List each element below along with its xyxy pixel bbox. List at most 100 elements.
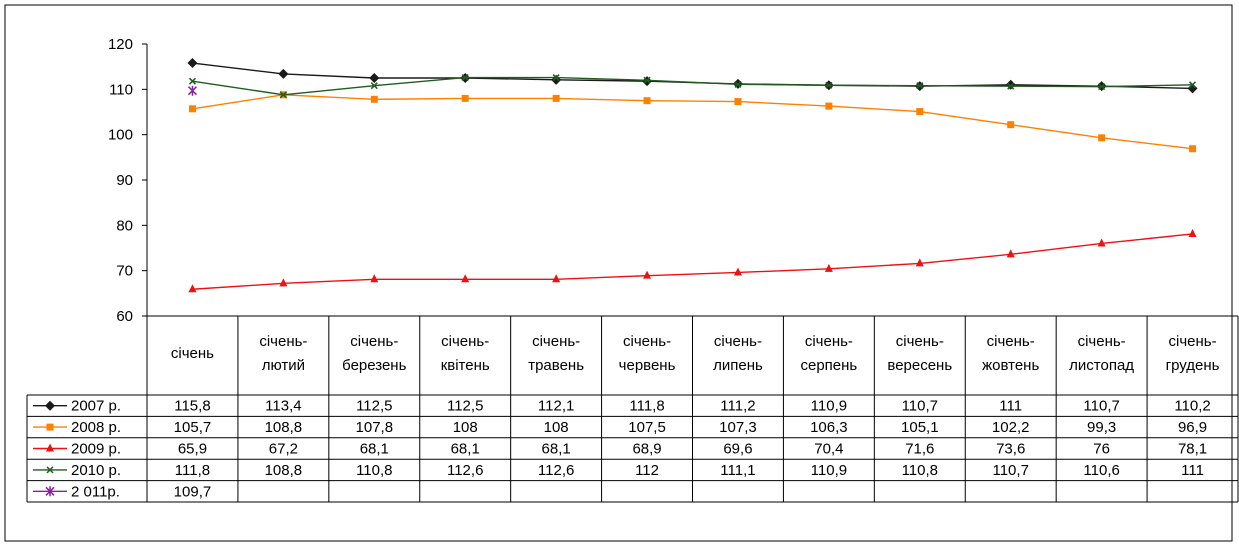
data-table-cell: 65,9 bbox=[178, 441, 207, 458]
y-tick-label: 60 bbox=[116, 308, 133, 325]
series-4-point bbox=[825, 81, 833, 89]
y-tick-label: 90 bbox=[116, 172, 133, 189]
data-table-cell: 71,6 bbox=[905, 441, 934, 458]
category-label: січень- bbox=[532, 333, 580, 350]
chart-frame bbox=[4, 4, 1233, 542]
series-3-legend-marker bbox=[46, 443, 54, 452]
series-2-point bbox=[734, 98, 742, 106]
data-table-cell: 78,1 bbox=[1178, 441, 1207, 458]
series-4-point bbox=[370, 82, 378, 90]
data-table-cell: 107,3 bbox=[719, 419, 757, 436]
series-4-point bbox=[1098, 83, 1106, 91]
series-4-point bbox=[643, 76, 651, 84]
data-table-cell: 111,8 bbox=[629, 398, 664, 415]
data-table-cell: 76 bbox=[1093, 441, 1110, 458]
data-table-cell: 105,7 bbox=[174, 419, 212, 436]
series-1-point bbox=[1187, 83, 1198, 94]
data-table-cell: 108 bbox=[544, 419, 569, 436]
series-2-point bbox=[825, 102, 833, 110]
data-table-cell: 67,2 bbox=[269, 441, 298, 458]
data-table-cell: 112,5 bbox=[356, 398, 392, 415]
series-3-point bbox=[370, 274, 379, 283]
data-table-cell: 111,1 bbox=[720, 462, 755, 479]
y-tick-label: 80 bbox=[116, 217, 133, 234]
series-2-point bbox=[370, 95, 378, 103]
category-label: січень- bbox=[805, 333, 853, 350]
series-3-point bbox=[915, 258, 924, 267]
category-label: січень- bbox=[1168, 333, 1216, 350]
data-table-cell: 108 bbox=[453, 419, 478, 436]
series-4-legend-label: 2010 р. bbox=[71, 462, 121, 479]
series-3-point bbox=[279, 278, 288, 287]
series-1-point bbox=[369, 73, 380, 83]
series-3-line bbox=[192, 233, 1193, 290]
series-3-point bbox=[188, 284, 197, 293]
data-table-cell: 109,7 bbox=[174, 483, 212, 500]
series-4-point bbox=[734, 80, 742, 88]
data-table-cell: 108,8 bbox=[265, 419, 303, 436]
data-table-cell: 107,8 bbox=[356, 419, 394, 436]
series-1-legend-label: 2007 р. bbox=[71, 398, 121, 415]
data-table-cell: 108,8 bbox=[265, 462, 303, 479]
series-5-point bbox=[187, 85, 197, 96]
series-4-point bbox=[188, 77, 196, 85]
category-label: січень bbox=[171, 345, 214, 362]
data-table-cell: 115,8 bbox=[174, 398, 210, 415]
series-2-point bbox=[1189, 145, 1197, 153]
data-table-cell: 68,1 bbox=[542, 441, 571, 458]
series-4-point bbox=[552, 74, 560, 82]
series-4-point bbox=[1189, 81, 1197, 89]
data-table-cell: 111,2 bbox=[720, 398, 755, 415]
series-2-point bbox=[188, 105, 196, 113]
data-table-cell: 110,7 bbox=[992, 462, 1028, 479]
series-2-point bbox=[1098, 134, 1106, 142]
data-table-cell: 106,3 bbox=[810, 419, 848, 436]
category-label: вересень bbox=[887, 357, 952, 374]
data-table-cell: 112 bbox=[635, 462, 659, 479]
data-table-cell: 111 bbox=[1181, 462, 1204, 479]
series-1-point bbox=[1005, 79, 1016, 90]
series-3-point bbox=[1188, 228, 1197, 237]
category-label: жовтень bbox=[982, 357, 1039, 374]
data-table-cell: 105,1 bbox=[901, 419, 939, 436]
category-label: січень- bbox=[350, 333, 398, 350]
category-label: березень bbox=[342, 357, 406, 374]
y-tick-label: 120 bbox=[108, 36, 133, 53]
series-3-point bbox=[1097, 238, 1106, 247]
category-label: травень bbox=[528, 357, 584, 374]
category-label: січень- bbox=[259, 333, 307, 350]
category-label: червень bbox=[619, 357, 676, 374]
data-table-cell: 112,6 bbox=[447, 462, 483, 479]
data-table-cell: 112,5 bbox=[447, 398, 483, 415]
series-3-point bbox=[461, 274, 470, 283]
series-4-point bbox=[279, 91, 287, 99]
series-5-legend-marker bbox=[45, 486, 55, 497]
data-table-cell: 112,6 bbox=[538, 462, 574, 479]
category-label: квітень bbox=[441, 357, 490, 374]
series-3-point bbox=[824, 263, 833, 272]
data-table-cell: 99,3 bbox=[1087, 419, 1116, 436]
data-table-cell: 107,5 bbox=[628, 419, 666, 436]
data-table-cell: 111 bbox=[999, 398, 1022, 415]
category-label: січень- bbox=[896, 333, 944, 350]
series-4-legend-marker bbox=[46, 466, 54, 474]
category-label: грудень bbox=[1166, 357, 1220, 374]
series-4-point bbox=[461, 74, 469, 82]
series-3-legend-label: 2009 р. bbox=[71, 441, 121, 458]
series-3-point bbox=[1006, 249, 1015, 258]
data-table-cell: 73,6 bbox=[996, 441, 1025, 458]
data-table-cell: 69,6 bbox=[723, 441, 752, 458]
series-2-point bbox=[643, 97, 651, 105]
series-2-point bbox=[1007, 121, 1015, 129]
category-label: серпень bbox=[801, 357, 858, 374]
y-tick-label: 110 bbox=[109, 81, 133, 98]
series-2-point bbox=[916, 108, 924, 116]
data-table-cell: 110,8 bbox=[356, 462, 392, 479]
category-label: січень- bbox=[987, 333, 1035, 350]
y-tick-label: 70 bbox=[116, 263, 133, 280]
data-table-cell: 110,7 bbox=[902, 398, 938, 415]
category-label: січень- bbox=[1078, 333, 1126, 350]
data-table-cell: 111,8 bbox=[175, 462, 210, 479]
data-table-cell: 68,9 bbox=[632, 441, 661, 458]
